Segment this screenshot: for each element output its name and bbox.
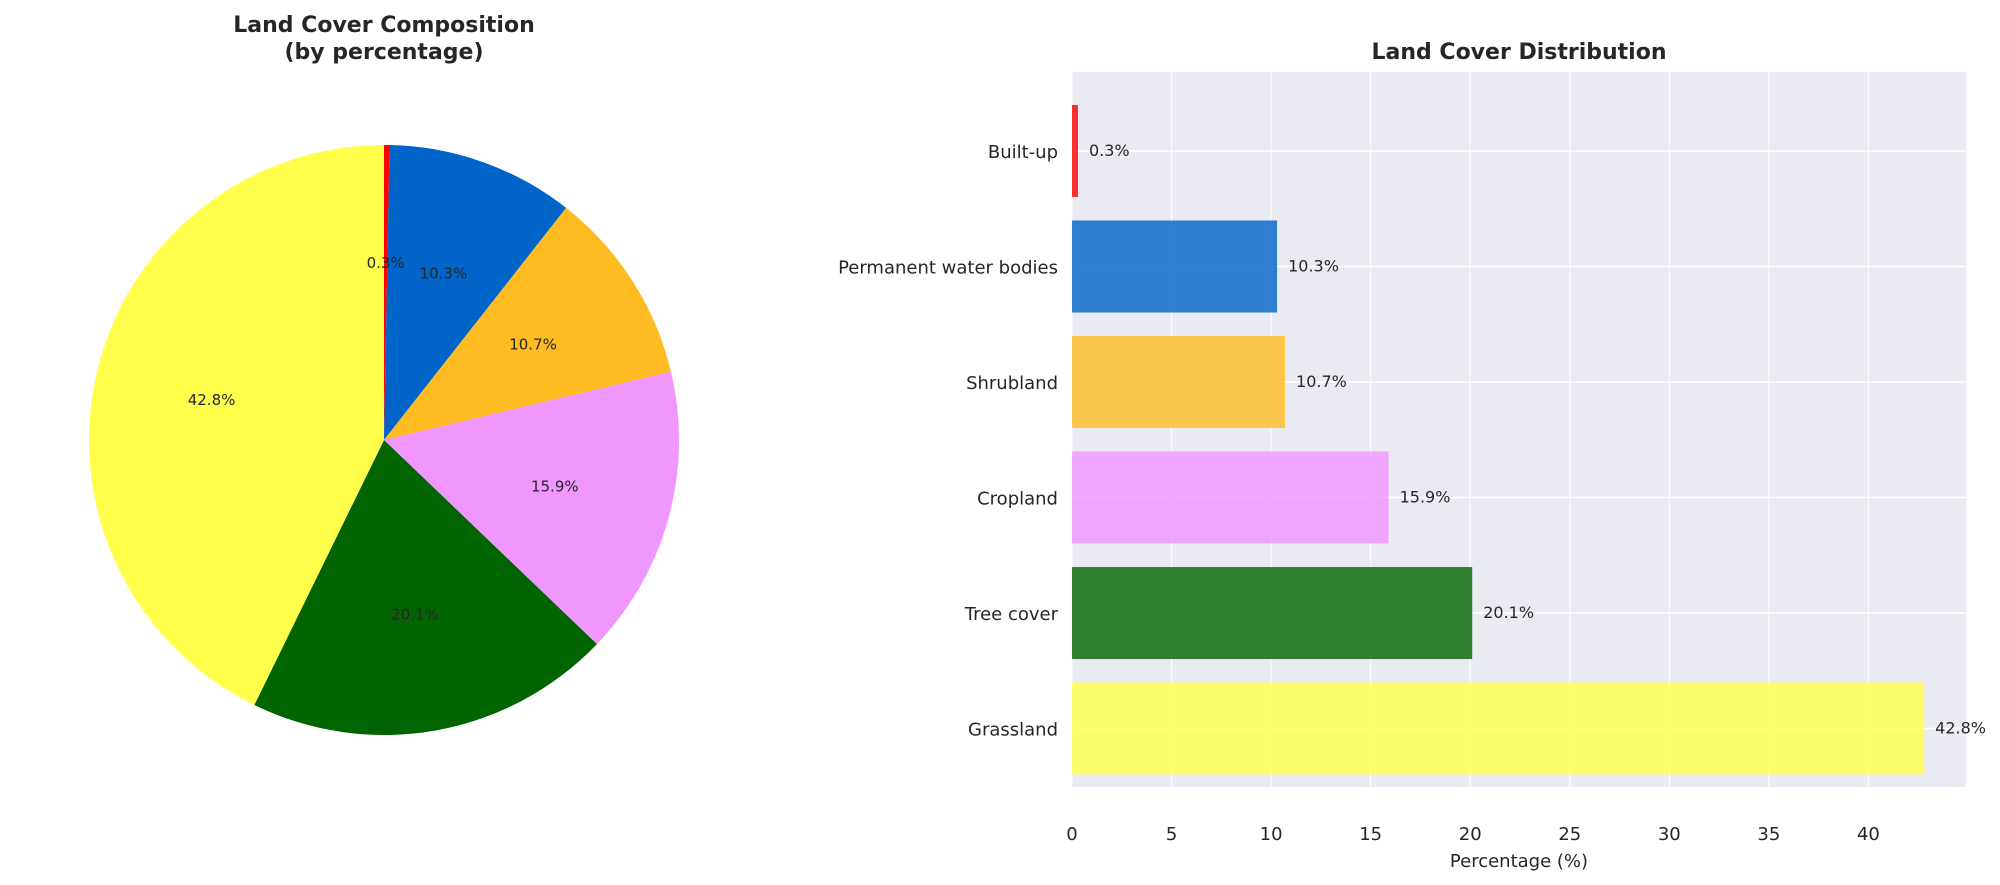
pie-pct-label-shrubland: 10.7% — [509, 336, 557, 354]
x-tick-label: 0 — [1066, 824, 1077, 845]
y-tick-label-cropland: Cropland — [977, 489, 1058, 510]
pie-pct-label-permanent-water-bodies: 10.3% — [420, 264, 468, 282]
bar-value-label-cropland: 15.9% — [1400, 488, 1451, 507]
pie-slice-tree-cover — [254, 440, 597, 735]
bar-value-label-shrubland: 10.7% — [1296, 372, 1347, 391]
y-tick-label-tree-cover: Tree cover — [964, 604, 1059, 625]
x-tick-label: 30 — [1658, 824, 1681, 845]
plot-area — [1072, 72, 1966, 787]
x-tick-label: 20 — [1459, 824, 1482, 845]
x-tick-label: 40 — [1857, 824, 1880, 845]
bar-value-label-permanent-water-bodies: 10.3% — [1288, 257, 1339, 276]
pie-chart: Land Cover Composition (by percentage) 0… — [88, 13, 679, 735]
bar-value-label-tree-cover: 20.1% — [1483, 603, 1534, 622]
bar-cropland — [1072, 451, 1389, 544]
pie-pct-label-cropland: 15.9% — [531, 477, 579, 495]
pie-title-line-1: Land Cover Composition — [233, 13, 534, 38]
y-tick-label-permanent-water-bodies: Permanent water bodies — [838, 258, 1058, 279]
x-tick-label: 15 — [1359, 824, 1382, 845]
x-axis-label: Percentage (%) — [1450, 851, 1588, 872]
bar-tree-cover — [1072, 567, 1473, 659]
x-tick-label: 25 — [1558, 824, 1581, 845]
pie-pct-label-tree-cover: 20.1% — [391, 605, 439, 623]
bar-chart: Land Cover Distribution Built-up Permanen… — [838, 40, 1986, 872]
pie-slice-shrubland — [384, 207, 671, 440]
pie-pct-label-grassland: 42.8% — [188, 391, 236, 409]
pie-slice-permanent-water-bodies — [384, 145, 567, 440]
y-tick-label-built-up: Built-up — [988, 142, 1058, 163]
x-tick-label: 10 — [1260, 824, 1283, 845]
bar-built-up — [1072, 105, 1078, 197]
x-tick-label: 5 — [1166, 824, 1177, 845]
pie-slice-grassland — [88, 145, 385, 705]
bar-grassland — [1072, 682, 1925, 775]
y-tick-label-grassland: Grassland — [968, 720, 1058, 741]
pie-slice-built-up — [384, 145, 390, 440]
x-tick-label: 35 — [1757, 824, 1780, 845]
bar-shrubland — [1072, 336, 1286, 428]
y-tick-label-shrubland: Shrubland — [966, 373, 1058, 394]
bar-value-label-built-up: 0.3% — [1089, 141, 1130, 160]
pie-title-line-2: (by percentage) — [284, 40, 483, 65]
bar-title: Land Cover Distribution — [1371, 40, 1666, 65]
pie-pct-label-built-up: 0.3% — [367, 254, 405, 272]
pie-slice-cropland — [384, 371, 679, 645]
bar-permanent-water-bodies — [1072, 220, 1278, 313]
bar-value-label-grassland: 42.8% — [1935, 719, 1986, 738]
